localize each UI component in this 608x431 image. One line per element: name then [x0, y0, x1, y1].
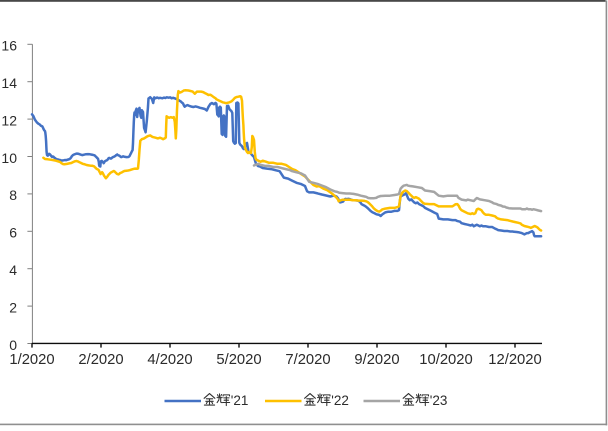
svg-text:12: 12 — [1, 112, 17, 128]
svg-text:2: 2 — [9, 299, 17, 315]
svg-text:2/2020: 2/2020 — [78, 352, 123, 368]
svg-text:4: 4 — [9, 262, 17, 278]
svg-text:6: 6 — [9, 225, 17, 241]
svg-text:7/2020: 7/2020 — [285, 352, 330, 368]
svg-text:9/2020: 9/2020 — [354, 352, 399, 368]
svg-text:5/2020: 5/2020 — [216, 352, 261, 368]
svg-text:1/2020: 1/2020 — [9, 352, 54, 368]
svg-text:16: 16 — [1, 38, 17, 54]
svg-text:12/2020: 12/2020 — [488, 352, 542, 368]
svg-text:4/2020: 4/2020 — [147, 352, 192, 368]
svg-text:'23: '23 — [430, 393, 448, 408]
svg-text:14: 14 — [1, 75, 17, 91]
svg-text:10/2020: 10/2020 — [419, 352, 473, 368]
svg-text:0: 0 — [9, 337, 17, 353]
svg-text:10: 10 — [1, 150, 17, 166]
svg-text:8: 8 — [9, 187, 17, 203]
svg-text:'22: '22 — [331, 393, 349, 408]
svg-text:'21: '21 — [231, 393, 249, 408]
